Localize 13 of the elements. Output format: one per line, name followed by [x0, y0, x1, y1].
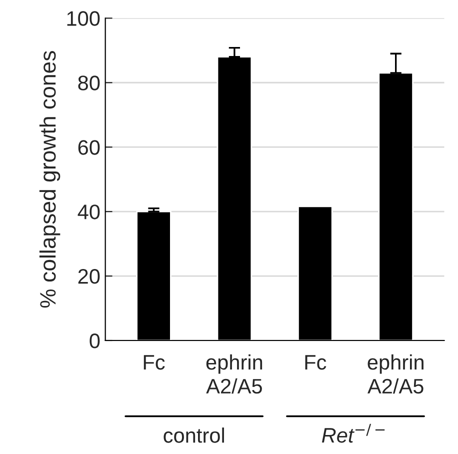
y-tick-label: 60 — [78, 140, 100, 155]
text: Ret$^{−/−}$ — [322, 424, 385, 443]
y-tick-label: 40 — [78, 204, 100, 220]
y-tick-label: 0 — [90, 334, 100, 348]
y-tick-label: 20 — [78, 269, 100, 284]
y-axis-title: % collapsed growth cones — [39, 51, 60, 308]
x-tick-label: Fc — [305, 355, 326, 370]
x-tick-label: ephrin A2/A5 — [206, 354, 262, 394]
y-tick-label: 80 — [78, 76, 100, 90]
x-tick-label: ephrin A2/A5 — [368, 354, 424, 394]
text: control — [164, 428, 224, 443]
x-tick-label: Fc — [144, 355, 165, 370]
y-tick-label: 100 — [67, 11, 100, 26]
